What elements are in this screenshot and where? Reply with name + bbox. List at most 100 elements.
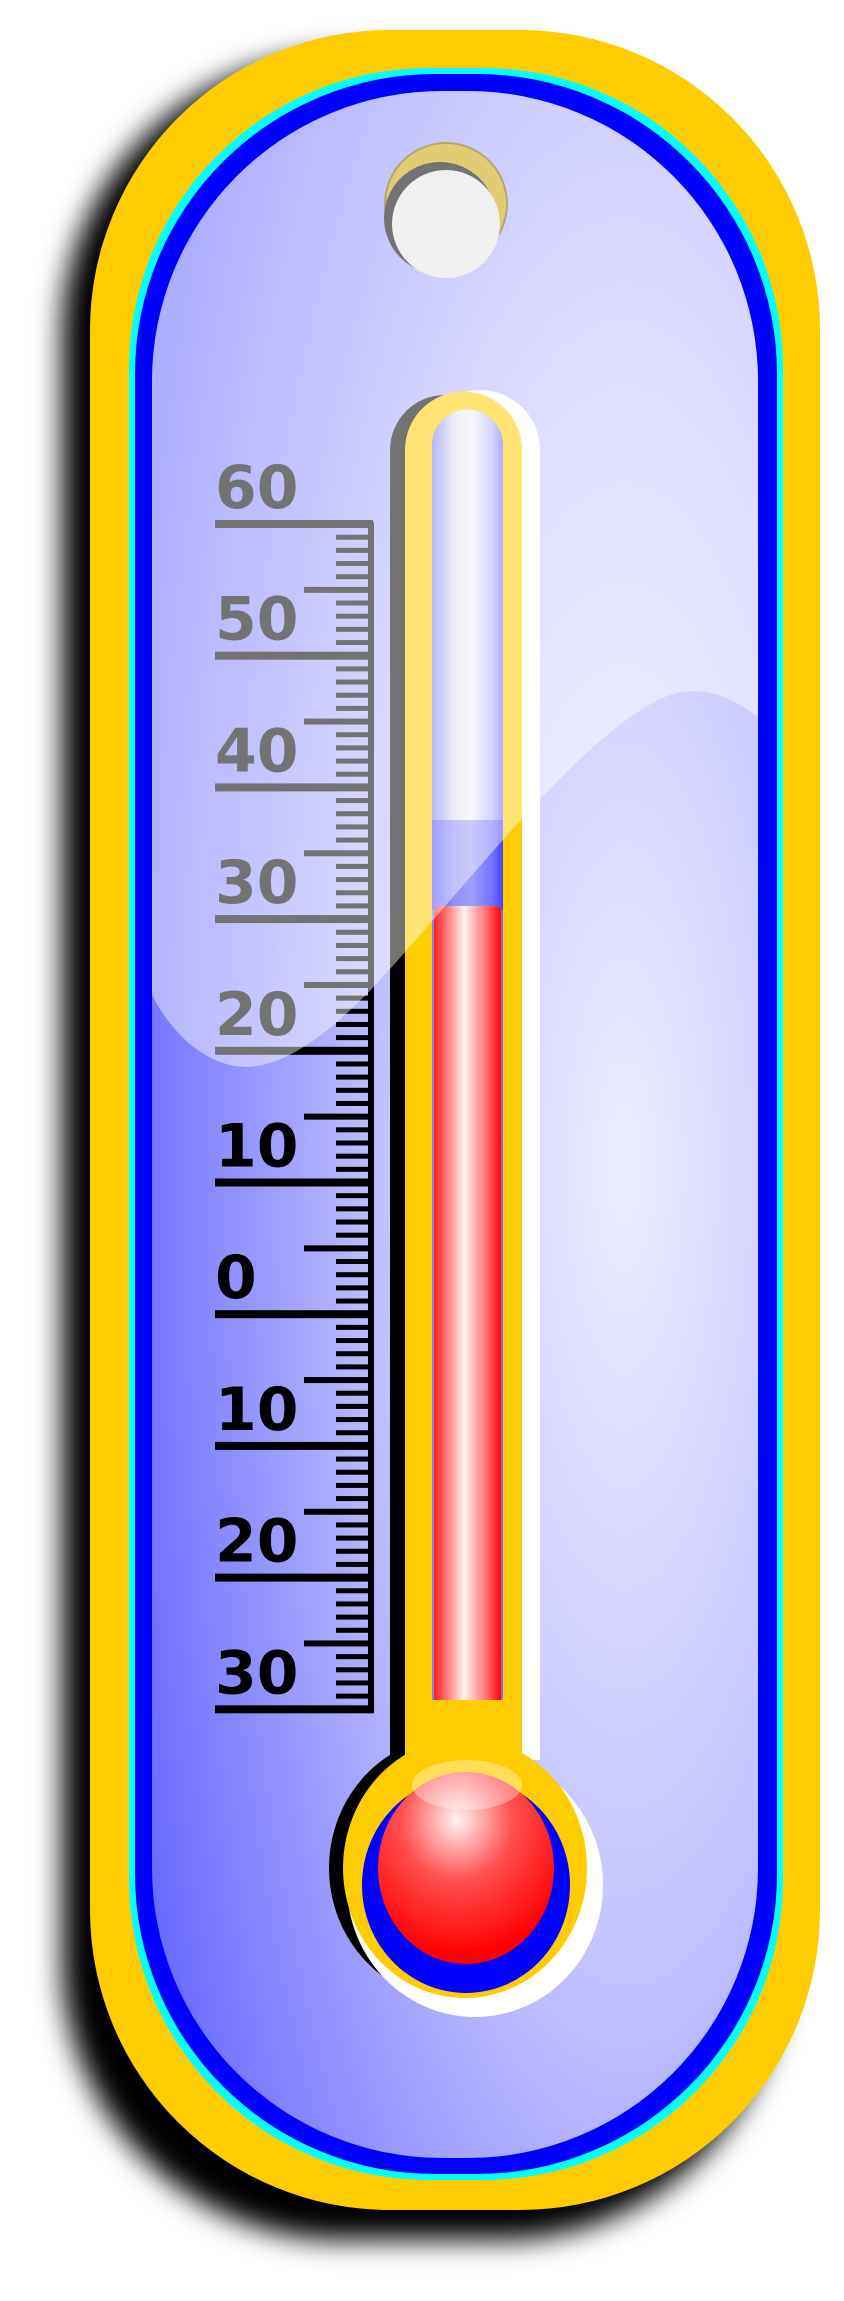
half-tick [304,718,372,725]
minor-tick [336,1614,372,1620]
half-tick [304,1245,372,1252]
minor-tick [336,1021,372,1027]
minor-tick [336,1417,372,1423]
minor-tick [336,969,372,975]
minor-tick [336,1351,372,1357]
minor-tick [336,956,372,962]
minor-tick [336,1496,372,1502]
minor-tick [336,1456,372,1462]
minor-tick [336,1074,372,1080]
half-tick [304,1640,372,1647]
minor-tick [336,929,372,935]
scale-label: 40 [215,716,299,786]
minor-tick [336,811,372,817]
minor-tick [336,1324,372,1330]
scale-label: 60 [215,453,299,523]
scale-label: 0 [215,1243,257,1313]
thermometer-tube [390,390,540,1790]
minor-tick [336,1127,372,1133]
minor-tick [336,600,372,606]
minor-tick [336,771,372,777]
minor-tick [336,798,372,804]
scale-label: 20 [215,1507,299,1577]
half-tick [304,1377,372,1384]
hanging-hole-icon [384,142,508,278]
minor-tick [336,626,372,632]
minor-tick [336,903,372,909]
scale-label: 10 [215,1112,299,1182]
minor-tick [336,1364,372,1370]
minor-tick [336,1561,372,1567]
minor-tick [336,1693,372,1699]
minor-tick [336,692,372,698]
major-tick [215,915,373,924]
scale-label: 30 [215,848,299,918]
scale-label: 30 [215,1638,299,1708]
minor-tick [336,640,372,646]
mercury-column [434,905,501,1790]
half-tick [304,850,372,857]
minor-tick [336,1219,372,1225]
minor-tick [336,1680,372,1686]
minor-tick [336,561,372,567]
minor-tick [336,1272,372,1278]
minor-tick [336,1232,372,1238]
minor-tick [336,732,372,738]
minor-tick [336,1140,372,1146]
minor-tick [336,1153,372,1159]
minor-tick [336,1259,372,1265]
half-tick [304,981,372,988]
minor-tick [336,547,372,553]
minor-tick [336,758,372,764]
minor-tick [336,1008,372,1014]
minor-tick [336,1390,372,1396]
minor-tick [336,1193,372,1199]
major-tick [215,1573,373,1582]
minor-tick [336,1403,372,1409]
minor-tick [336,1430,372,1436]
minor-tick [336,745,372,751]
minor-tick [336,837,372,843]
minor-tick [336,1061,372,1067]
half-tick [304,586,372,593]
minor-tick [336,1522,372,1528]
minor-tick [336,1469,372,1475]
major-tick [215,1178,373,1187]
major-tick [215,783,373,792]
minor-tick [336,942,372,948]
minor-tick [336,1627,372,1633]
minor-tick [336,574,372,580]
minor-tick [336,1338,372,1344]
major-tick [215,1046,373,1055]
minor-tick [336,1654,372,1660]
minor-tick [336,1100,372,1106]
minor-tick [336,666,372,672]
minor-tick [336,1285,372,1291]
minor-tick [336,1166,372,1172]
scale-label: 20 [215,980,299,1050]
minor-tick [336,1548,372,1554]
scale-label: 10 [215,1375,299,1445]
minor-tick [336,1482,372,1488]
minor-tick [336,1601,372,1607]
major-tick [215,1705,373,1714]
minor-tick [336,995,372,1001]
gloss-highlight [152,91,758,1067]
minor-tick [336,1667,372,1673]
minor-tick [336,1035,372,1041]
minor-tick [336,1206,372,1212]
minor-tick [336,877,372,883]
minor-tick [336,1298,372,1304]
minor-tick [336,1588,372,1594]
minor-tick [336,824,372,830]
tube-blue-edge [432,820,503,910]
minor-tick [336,679,372,685]
major-tick [215,520,373,528]
major-tick [215,1441,373,1450]
minor-tick [336,613,372,619]
minor-tick [336,1087,372,1093]
scale-label: 50 [215,585,299,655]
major-tick [215,1310,373,1319]
minor-tick [336,534,372,540]
